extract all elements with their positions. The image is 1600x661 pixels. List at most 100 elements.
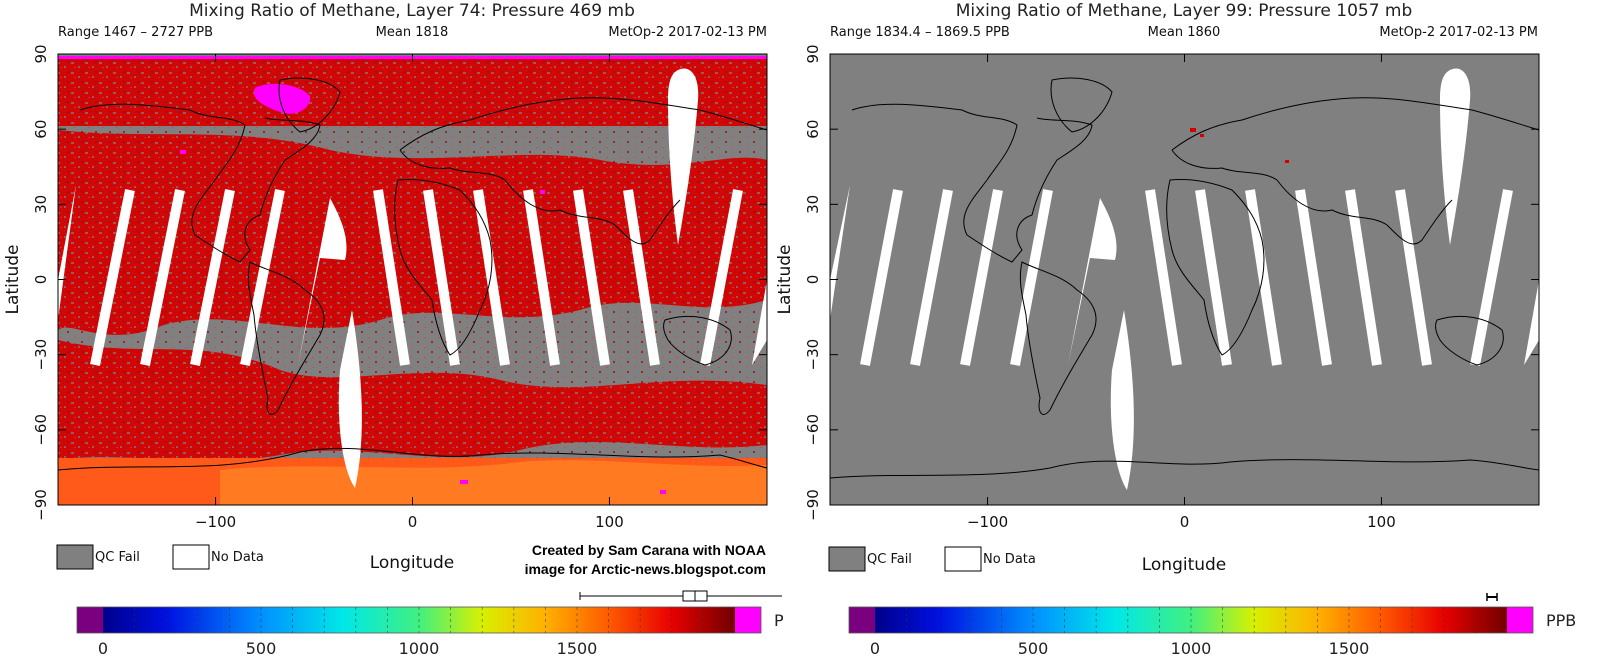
right-range-indicator [1486,593,1498,601]
left-swath-gap [523,189,560,366]
left-coastline-eurasia [399,97,767,245]
right-legend: QC Fail No Data [828,546,1036,572]
right-colorbar-tick-label: 500 [1018,639,1049,658]
right-outliers [1190,128,1289,163]
left-x-tick-label: 0 [408,513,418,531]
right-map-background [830,54,1539,505]
right-mean-text: Mean 1860 [1148,25,1221,40]
right-legend-no-data-label: No Data [983,552,1036,567]
left-coastline-africa [394,179,493,356]
right-swath-gap [910,189,953,366]
right-y-tick-label: 90 [804,44,822,63]
right-chart-title: Mixing Ratio of Methane, Layer 99: Press… [956,1,1413,21]
left-outlier-patch [660,490,666,494]
left-swath-gap [140,189,185,366]
left-colorbar: 0 500 1000 1500 P [76,606,784,658]
left-legend-no-data-swatch [172,544,210,570]
left-swath-gap [190,189,235,366]
left-coastline-north-america [79,103,321,263]
right-swath-gap [1010,189,1053,366]
left-swath-gap [298,198,347,365]
left-swath-gap [373,189,410,366]
left-colorbar-tick-label: 1500 [557,639,598,658]
left-swath-gap [623,189,660,366]
right-colorbar: 0 500 1000 1500 PPB [848,606,1576,658]
right-colorbar-tick-label: 1000 [1171,639,1212,658]
right-coastline-north-america [851,103,1093,263]
left-colorbar-tick-label: 500 [246,639,277,658]
left-axes: −100 0 100 90 60 30 0 −30 −60 −90 Latitude [3,44,767,531]
left-legend-qc-fail-label: QC Fail [95,550,140,565]
left-legend-no-data-label: No Data [211,550,264,565]
right-swath-gap [1395,189,1432,366]
left-y-tick-label: 90 [32,44,50,63]
right-coastline-eurasia [1171,97,1539,245]
right-colorbar-tick-label: 0 [870,639,880,658]
right-swath-gap [1345,189,1382,366]
right-colorbar-unit: PPB [1546,611,1576,630]
left-swath-gap [90,189,135,366]
right-coastline-africa [1166,179,1265,356]
left-colorbar-tick-label: 1000 [399,639,440,658]
right-swath-gap [1245,189,1282,366]
left-y-tick-label: 60 [32,120,50,139]
right-y-tick-label: 60 [804,120,822,139]
left-coastline-antarctica [58,447,767,471]
right-y-tick-label: 0 [804,275,822,285]
right-swath-gap [1110,310,1134,490]
left-colorbar-over-swatch [735,607,761,633]
right-legend-no-data-swatch [944,546,982,572]
left-swath-gap [240,189,285,366]
right-swath-gap [1524,280,1539,365]
left-range-indicator-box [682,590,696,602]
right-swath-gap [1470,189,1513,366]
right-x-tick-label: 0 [1180,513,1190,531]
right-outlier-patch [1285,160,1289,163]
right-y-tick-label: −90 [804,489,822,521]
right-outlier-patch [1190,128,1196,132]
right-x-axis-label: Longitude [1142,555,1227,575]
credit-line-2: image for Arctic-news.blogspot.com [525,561,766,577]
right-swath-gap [1195,189,1232,366]
left-swath-gap [338,310,362,488]
right-coastlines [830,77,1539,479]
right-colorbar-over-swatch [1507,607,1533,633]
left-colorbar-ticks: 0 500 1000 1500 [98,607,704,658]
left-coastline-greenland [278,77,341,133]
left-outlier-patch [540,190,545,194]
left-legend: QC Fail No Data [56,544,264,570]
right-swath-gap [830,185,850,320]
left-x-tick-label: −100 [195,513,236,531]
left-noise-overlay [58,54,767,505]
left-legend-qc-fail-swatch [56,544,94,570]
left-swath-gap [752,280,767,365]
right-coastline-antarctica [830,459,1539,479]
left-colorbar-under-swatch [77,607,103,633]
right-axes: −100 0 100 90 60 30 0 −30 −60 −90 Latitude [775,44,1539,531]
right-colorbar-under-swatch [849,607,875,633]
left-map [58,54,767,505]
right-coastline-south-america [1019,261,1097,415]
right-swath-gap [1145,189,1182,366]
right-satellite-text: MetOp-2 2017-02-13 PM [1379,25,1538,40]
right-y-tick-label: −60 [804,414,822,446]
left-y-tick-label: −60 [32,414,50,446]
right-outlier-patch [1200,134,1204,137]
left-mean-text: Mean 1818 [376,25,449,40]
right-swath-gap [1440,68,1471,245]
left-outlier-patch [460,480,468,484]
left-y-tick-label: 0 [32,275,50,285]
left-swath-gap [423,189,460,366]
left-y-tick-label: 30 [32,195,50,214]
right-swath-gap [1295,189,1332,366]
left-y-axis-label: Latitude [3,245,23,315]
left-y-tick-label: −30 [32,339,50,371]
left-outlier-patch [180,150,186,154]
right-colorbar-tick-label: 1500 [1329,639,1370,658]
right-coastline-greenland [1050,77,1113,133]
right-map [830,54,1539,505]
left-satellite-text: MetOp-2 2017-02-13 PM [608,25,767,40]
left-swath-gap [668,68,699,245]
right-range-text: Range 1834.4 – 1869.5 PPB [830,25,1010,40]
